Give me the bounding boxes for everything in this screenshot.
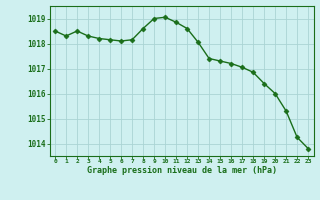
X-axis label: Graphe pression niveau de la mer (hPa): Graphe pression niveau de la mer (hPa) bbox=[87, 166, 276, 175]
